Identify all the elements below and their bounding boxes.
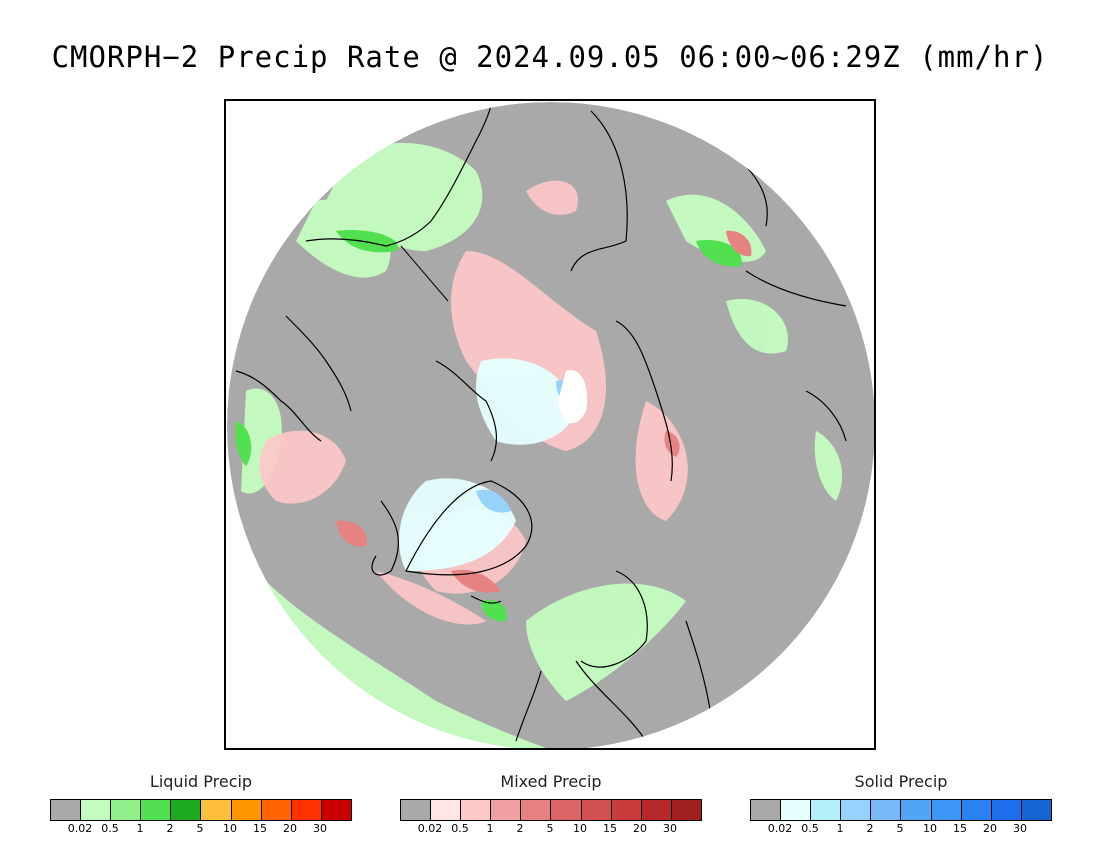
map-frame (224, 99, 876, 750)
legend-solid-precip: Solid Precip 0.02 0.5 1 2 5 10 15 20 30 (750, 770, 1052, 836)
legend-swatch (321, 800, 351, 820)
legend-swatch (961, 800, 992, 820)
legend-swatch (931, 800, 962, 820)
legend-swatch (261, 800, 292, 820)
legend-mixed-precip: Mixed Precip 0.02 0.5 1 2 5 10 15 20 30 (400, 770, 702, 836)
legend-color-bar (50, 799, 352, 821)
legend-swatch (51, 800, 82, 820)
legend-tick-label: 10 (223, 822, 237, 835)
legend-swatch (171, 800, 202, 820)
legend-swatch (401, 800, 432, 820)
legend-swatch (431, 800, 462, 820)
legend-tick-label: 10 (573, 822, 587, 835)
legend-tick-label: 20 (283, 822, 297, 835)
legend-title: Mixed Precip (500, 772, 602, 791)
legend-tick-label: 0.5 (101, 822, 119, 835)
legend-tick-label: 1 (836, 822, 844, 835)
legend-swatch (231, 800, 262, 820)
legend-swatch (291, 800, 322, 820)
legend-swatch (751, 800, 782, 820)
legend-tick-label: 2 (866, 822, 874, 835)
liquid-precip-moderate (235, 230, 742, 622)
legend-swatch (521, 800, 552, 820)
map-title: CMORPH−2 Precip Rate @ 2024.09.05 06:00~… (51, 40, 1049, 74)
solid-precip-areas (398, 358, 576, 571)
legend-tick-label: 30 (663, 822, 677, 835)
legend-title: Solid Precip (854, 772, 948, 791)
legend-tick-label: 30 (313, 822, 327, 835)
legend-swatch (641, 800, 672, 820)
legend-swatch (461, 800, 492, 820)
legend-tick-label: 20 (983, 822, 997, 835)
legend-swatch (871, 800, 902, 820)
legend-swatch (141, 800, 172, 820)
polar-map (227, 102, 874, 748)
legend-tick-label: 0.02 (417, 822, 443, 835)
legend-tick-label: 2 (516, 822, 524, 835)
legend-tick-label: 0.5 (451, 822, 469, 835)
legend-swatch (901, 800, 932, 820)
legend-swatch (781, 800, 812, 820)
legend-swatch (581, 800, 612, 820)
legend-color-bar (400, 799, 702, 821)
legend-color-bar (750, 799, 1052, 821)
legend-swatch (1021, 800, 1051, 820)
coastlines (235, 105, 847, 742)
legend-tick-label: 0.02 (67, 822, 93, 835)
legend-liquid-precip: Liquid Precip 0.02 0.5 1 2 5 10 15 20 30 (50, 770, 352, 836)
legend-tick-label: 15 (603, 822, 617, 835)
legend-swatch (111, 800, 142, 820)
legend-tick-label: 10 (923, 822, 937, 835)
legend-tick-label: 0.02 (767, 822, 793, 835)
legend-title: Liquid Precip (149, 772, 253, 791)
legend-swatch (811, 800, 842, 820)
legend-tick-label: 1 (136, 822, 144, 835)
ice-cap-white-area (558, 370, 588, 424)
legend-tick-label: 5 (196, 822, 204, 835)
legend-swatch (551, 800, 582, 820)
legend-tick-label: 1 (486, 822, 494, 835)
legend-swatch (81, 800, 112, 820)
legend-tick-label: 0.5 (801, 822, 819, 835)
date-line-boundary (400, 245, 449, 302)
legend-tick-label: 30 (1013, 822, 1027, 835)
legend-tick-label: 20 (633, 822, 647, 835)
legend-swatch (991, 800, 1022, 820)
legend-swatch (491, 800, 522, 820)
legend-tick-label: 5 (896, 822, 904, 835)
legend-tick-label: 15 (953, 822, 967, 835)
legend-tick-label: 5 (546, 822, 554, 835)
legend-tick-label: 2 (166, 822, 174, 835)
mixed-precip-heavy (336, 230, 752, 593)
legend-swatch (671, 800, 701, 820)
map-disk (227, 102, 874, 748)
legend-swatch (841, 800, 872, 820)
legend-swatch (201, 800, 232, 820)
legend-swatch (611, 800, 642, 820)
legend-tick-label: 15 (253, 822, 267, 835)
